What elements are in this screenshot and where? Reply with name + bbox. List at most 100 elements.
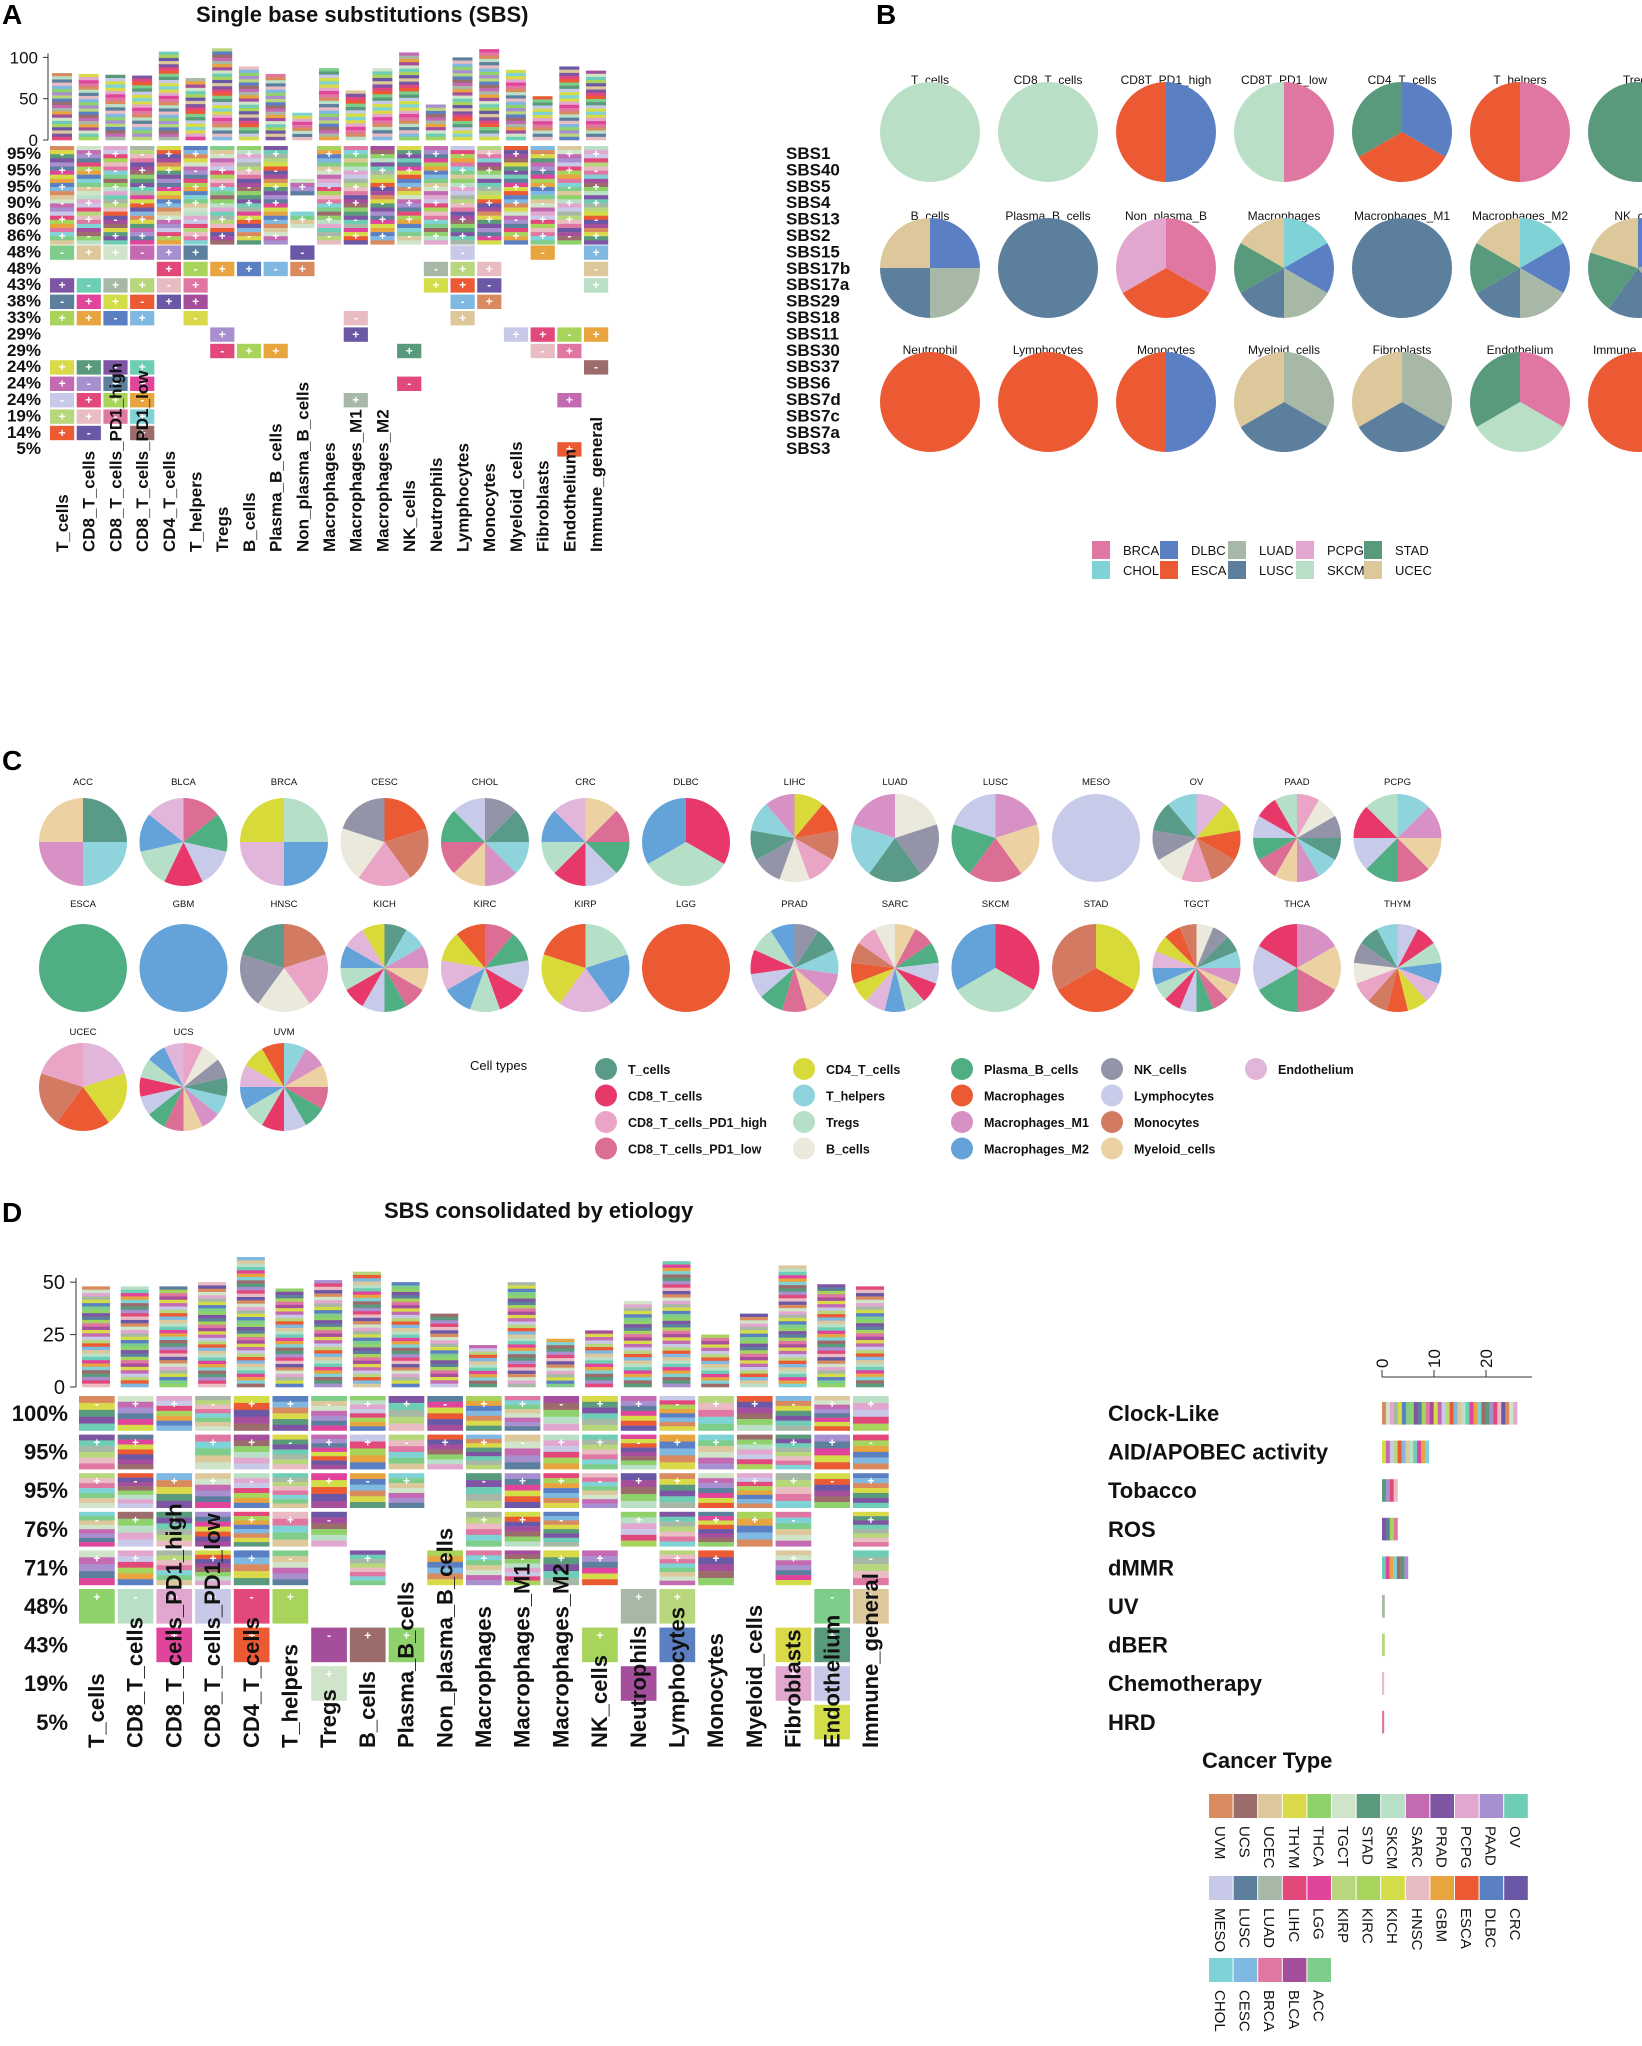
d-heat-stripe	[543, 1416, 580, 1424]
d-heat-stripe	[504, 1536, 541, 1542]
d-heat-stripe	[543, 1446, 580, 1453]
a-heat-stripe	[370, 178, 395, 184]
c-pie-slice	[853, 968, 895, 1001]
d-legend-label: CESC	[1236, 1990, 1253, 2032]
a-sig-name: SBS40	[786, 160, 840, 179]
a-bar-segment	[345, 136, 366, 141]
a-heat-cell	[584, 245, 609, 260]
d-bar-segment	[159, 1326, 188, 1331]
d-bar-segment	[82, 1306, 110, 1311]
d-bar-segment	[198, 1295, 227, 1299]
d-legend-swatch	[1356, 1794, 1381, 1818]
a-bar-segment	[132, 85, 153, 89]
a-bar-segment	[212, 102, 233, 106]
a-heat-stripe	[557, 170, 582, 175]
d-heat-stripe	[853, 1529, 889, 1534]
d-heat-stripe	[814, 1490, 850, 1497]
d-heat-stripe	[195, 1421, 231, 1427]
a-heat-stripe	[397, 199, 422, 204]
a-heat-stripe	[343, 182, 368, 188]
a-bar-segment	[586, 102, 606, 106]
d-bar-segment	[778, 1373, 807, 1378]
a-heat-stripe	[584, 170, 609, 175]
a-heat-stripe	[503, 240, 529, 245]
d-bar-segment	[159, 1329, 188, 1334]
d-heat-stripe	[272, 1419, 309, 1426]
d-heat-stripe	[582, 1464, 618, 1470]
d-heat-stripe	[504, 1563, 541, 1568]
d-heat-cell	[814, 1589, 850, 1624]
d-heat-stripe	[504, 1521, 541, 1527]
a-bar-segment	[399, 117, 420, 121]
d-bar-segment	[585, 1360, 614, 1364]
a-heat-stripe	[50, 236, 75, 241]
a-heat-stripe	[156, 146, 181, 151]
d-heat-stripe	[504, 1484, 541, 1491]
a-bar-segment	[372, 136, 393, 141]
a-bar-segment	[505, 120, 526, 125]
d-bar-segment	[198, 1357, 227, 1362]
a-heat-stripe	[397, 182, 422, 188]
d-legend-label: ACC	[1309, 1990, 1326, 2022]
d-bar-segment	[817, 1363, 846, 1368]
d-heat-stripe	[156, 1523, 193, 1530]
a-heat-cell	[183, 245, 208, 260]
a-heat-stripe	[557, 154, 582, 159]
d-bar-segment	[546, 1380, 575, 1385]
a-heat-stripe	[263, 211, 288, 216]
a-heat-mark: +	[165, 213, 172, 227]
d-bar-segment	[198, 1301, 227, 1306]
a-heat-stripe	[370, 228, 395, 233]
d-heat-stripe	[195, 1400, 231, 1405]
a-heat-mark: +	[245, 262, 252, 276]
d-side-bar-segment	[1385, 1556, 1390, 1579]
d-bar-segment	[507, 1311, 536, 1316]
a-bar-segment	[52, 136, 72, 141]
d-side-bar-segment	[1382, 1672, 1385, 1695]
c-pie-slice	[1258, 924, 1297, 968]
b-pie-title: CD8T_PD1_low	[1241, 73, 1327, 87]
d-legend-swatch	[1307, 1876, 1331, 1900]
a-heat-stripe	[290, 223, 315, 229]
c-legend-label: Myeloid_cells	[1134, 1143, 1215, 1157]
d-heat-stripe	[272, 1413, 309, 1420]
a-heat-stripe	[343, 207, 368, 212]
a-bar-segment	[319, 107, 339, 111]
d-bar-segment	[198, 1354, 227, 1358]
d-bar-segment	[778, 1367, 807, 1371]
d-heat-stripe	[582, 1444, 618, 1450]
d-heat-stripe	[736, 1419, 773, 1426]
d-bar-segment	[507, 1305, 536, 1309]
d-bar-segment	[352, 1317, 381, 1322]
d-y-tick-label: 25	[43, 1325, 65, 1347]
a-heat-stripe	[450, 154, 475, 159]
d-bar-segment	[198, 1314, 227, 1319]
c-pie-slice	[1297, 816, 1341, 838]
d-bar-segment	[662, 1274, 691, 1279]
a-bar-segment	[265, 133, 286, 138]
a-heat-stripe	[370, 215, 395, 220]
d-heat-mark: +	[713, 1397, 720, 1411]
d-heat-stripe	[156, 1410, 193, 1416]
a-bar-segment	[158, 83, 179, 87]
d-bar-segment	[236, 1323, 265, 1328]
d-bar-segment	[662, 1377, 691, 1381]
d-bar-segment	[739, 1320, 768, 1324]
a-heat-mark: +	[432, 196, 439, 210]
b-legend-swatch	[1092, 561, 1110, 579]
a-heat-stripe	[397, 146, 422, 151]
d-heat-stripe	[272, 1539, 309, 1547]
d-heat-stripe	[775, 1451, 812, 1457]
a-heat-stripe	[317, 240, 342, 245]
a-bar-segment	[399, 104, 420, 108]
c-pie-slice	[1179, 924, 1197, 968]
a-bar-segment	[559, 127, 580, 131]
d-bar-segment	[236, 1287, 265, 1291]
d-heat-stripe	[853, 1542, 889, 1547]
a-heat-stripe	[343, 240, 368, 245]
a-heat-stripe	[584, 182, 609, 188]
d-heat-stripe	[117, 1511, 154, 1519]
d-heat-stripe	[272, 1499, 309, 1504]
d-heat-stripe	[814, 1455, 850, 1463]
